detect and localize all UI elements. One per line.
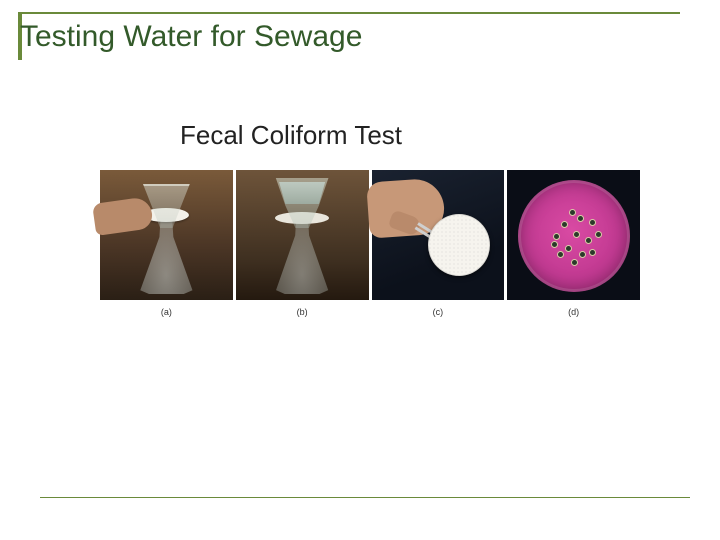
panel-b-image bbox=[236, 170, 369, 300]
colony-dot-icon bbox=[574, 232, 579, 237]
panel-a-label: (a) bbox=[161, 307, 172, 317]
bottom-rule bbox=[40, 497, 690, 498]
panel-c: (c) bbox=[372, 170, 505, 315]
panel-b: (b) bbox=[236, 170, 369, 315]
colony-dot-icon bbox=[572, 260, 577, 265]
panel-b-label: (b) bbox=[297, 307, 308, 317]
title-bar: Testing Water for Sewage bbox=[18, 12, 680, 54]
petri-dish-icon bbox=[518, 180, 630, 292]
panel-c-label: (c) bbox=[433, 307, 444, 317]
colony-dot-icon bbox=[566, 246, 571, 251]
figure-row: (a) (b) (c) (d) bbox=[100, 170, 640, 315]
water-sample-icon bbox=[278, 182, 326, 204]
colony-dot-icon bbox=[590, 250, 595, 255]
colony-dot-icon bbox=[580, 252, 585, 257]
hand-icon bbox=[92, 196, 154, 236]
page-title: Testing Water for Sewage bbox=[20, 20, 680, 54]
colony-dot-icon bbox=[558, 252, 563, 257]
panel-d-label: (d) bbox=[568, 307, 579, 317]
membrane-filter-icon bbox=[428, 214, 490, 276]
colony-dot-icon bbox=[590, 220, 595, 225]
panel-a: (a) bbox=[100, 170, 233, 315]
colony-dot-icon bbox=[586, 238, 591, 243]
panel-d: (d) bbox=[507, 170, 640, 315]
colony-dot-icon bbox=[554, 234, 559, 239]
panel-a-image bbox=[100, 170, 233, 300]
flask-icon bbox=[137, 218, 195, 294]
colony-dot-icon bbox=[596, 232, 601, 237]
colony-dot-icon bbox=[578, 216, 583, 221]
panel-d-image bbox=[507, 170, 640, 300]
panel-c-image bbox=[372, 170, 505, 300]
colony-dot-icon bbox=[562, 222, 567, 227]
subtitle: Fecal Coliform Test bbox=[180, 120, 402, 151]
colony-dot-icon bbox=[570, 210, 575, 215]
colony-dot-icon bbox=[552, 242, 557, 247]
